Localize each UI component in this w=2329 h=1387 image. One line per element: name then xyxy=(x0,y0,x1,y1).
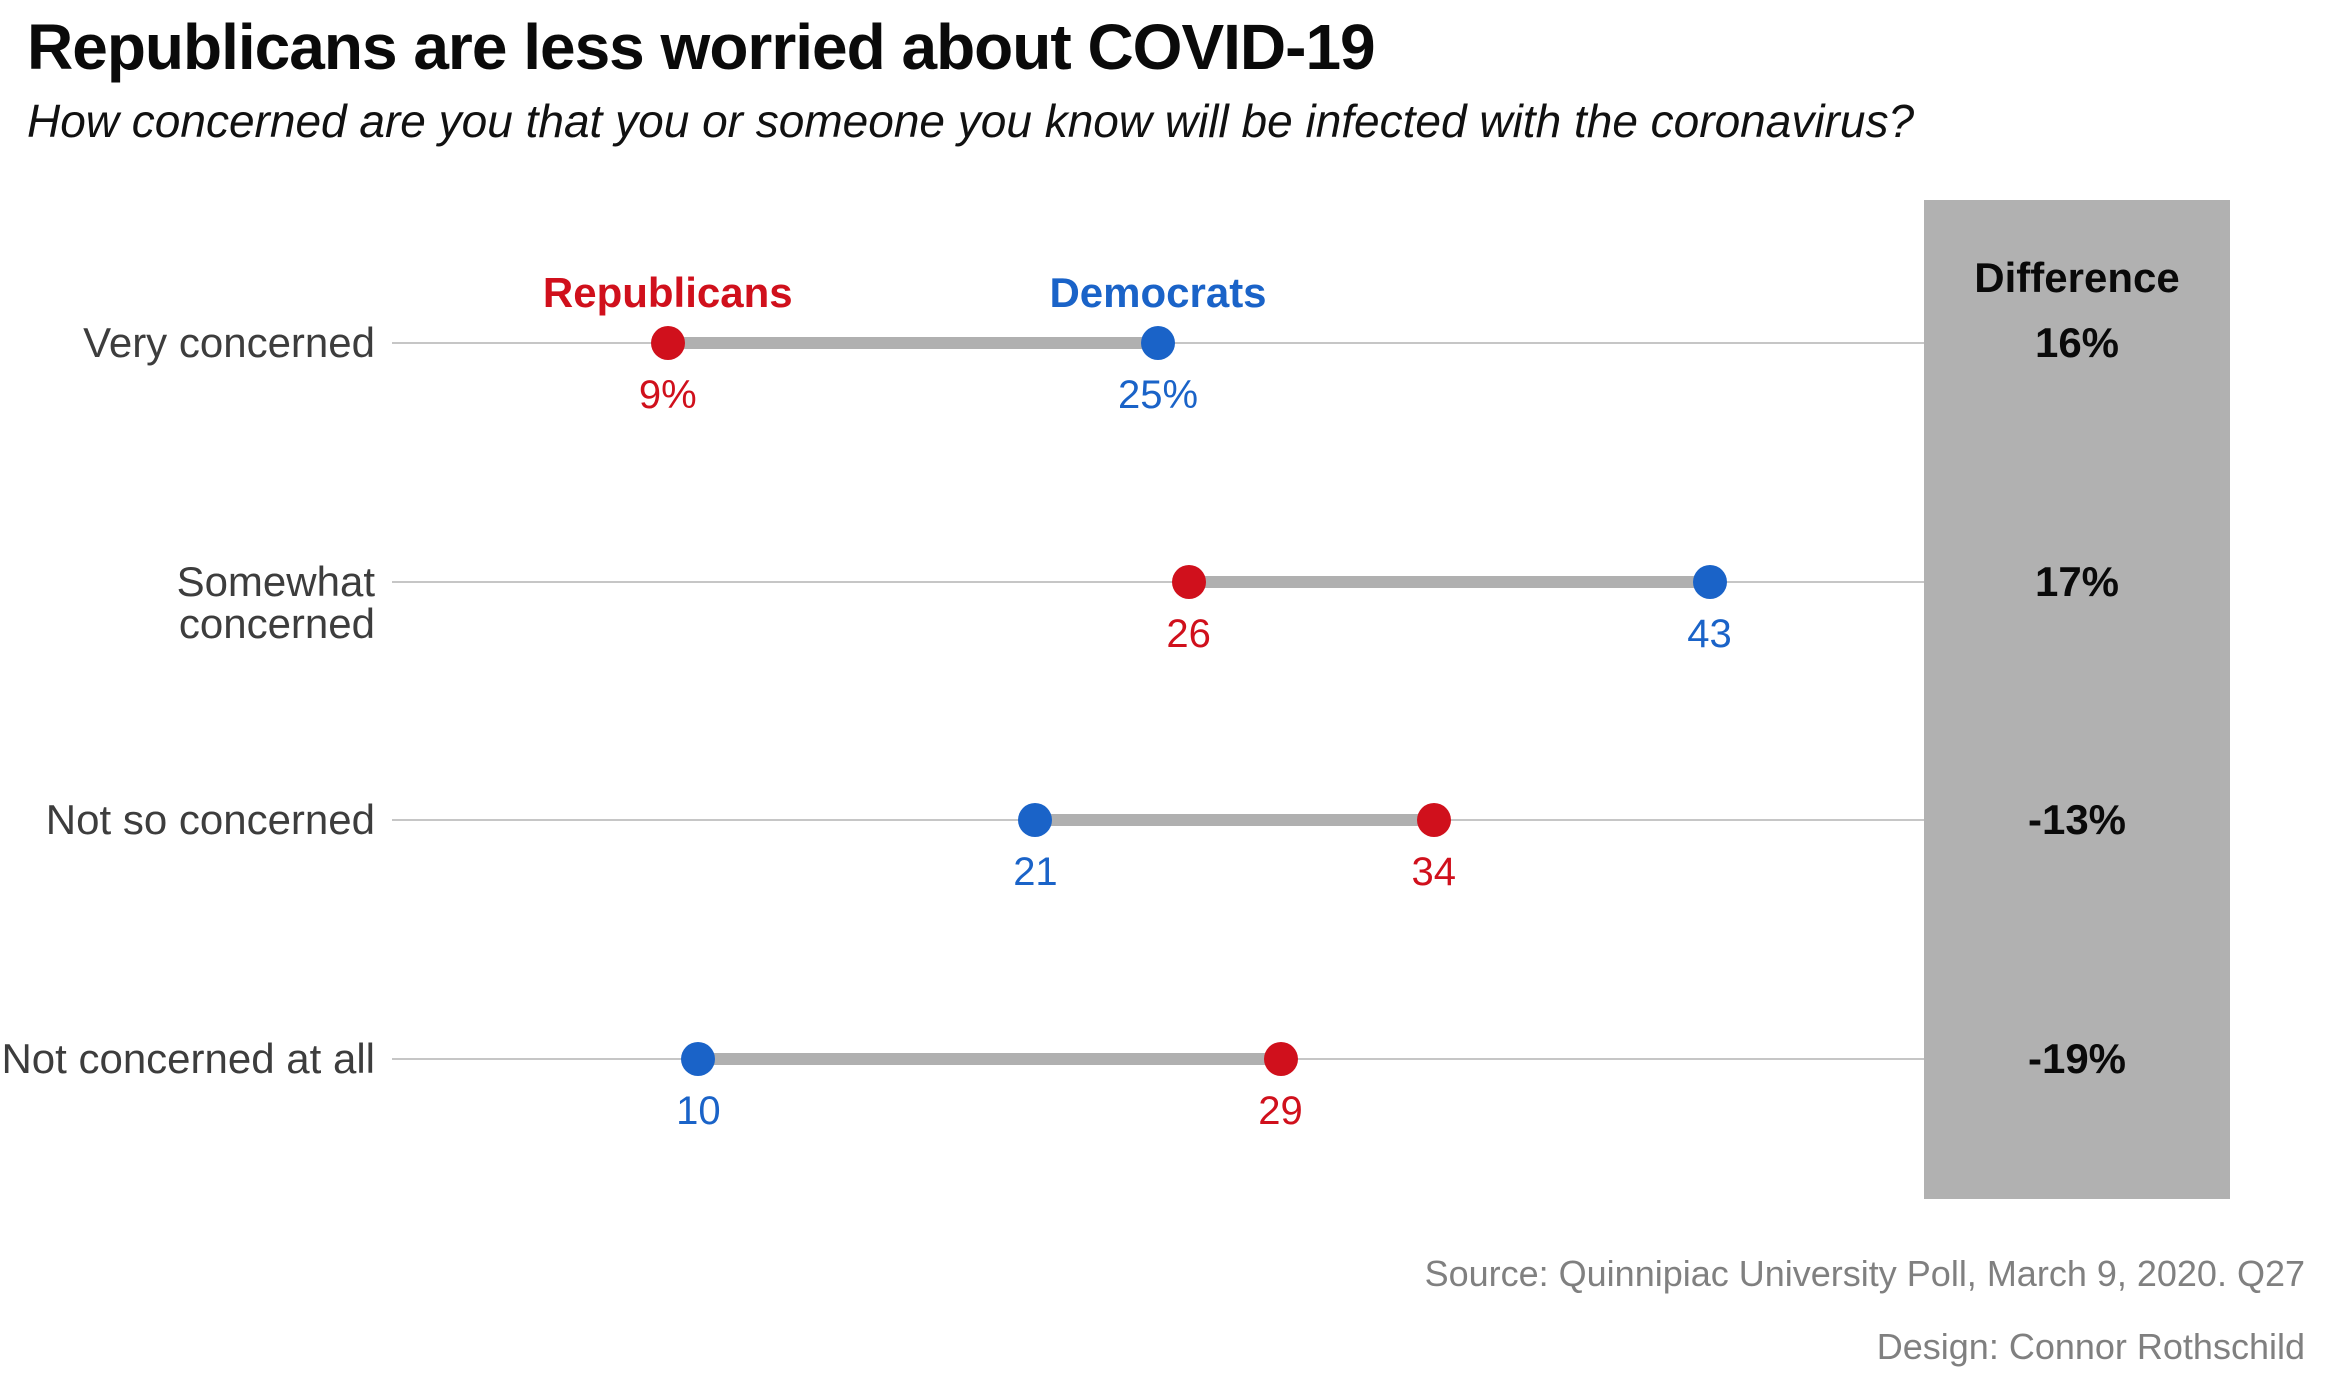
democrat-dot xyxy=(681,1042,716,1076)
chart-subtitle: How concerned are you that you or someon… xyxy=(27,95,1915,147)
democrat-dot xyxy=(1692,565,1727,599)
democrat-value: 43 xyxy=(1687,612,1732,656)
republican-value: 26 xyxy=(1166,612,1211,656)
connector-bar xyxy=(1035,814,1434,826)
republican-value: 29 xyxy=(1258,1089,1303,1133)
design-credit: Design: Connor Rothschild xyxy=(1876,1326,2305,1367)
connector-bar xyxy=(1188,576,1710,588)
legend-democrats: Democrats xyxy=(1049,269,1267,316)
difference-value: 16% xyxy=(2034,319,2120,366)
republican-value: 9% xyxy=(638,373,697,417)
category-label: Very concerned xyxy=(83,319,375,366)
difference-value: 17% xyxy=(2034,558,2120,605)
category-label: Somewhat concerned xyxy=(176,558,375,647)
republican-dot xyxy=(1263,1042,1298,1076)
category-label: Not so concerned xyxy=(45,796,375,843)
connector-bar xyxy=(698,1053,1281,1065)
difference-panel xyxy=(1924,200,2230,1199)
republican-dot xyxy=(1171,565,1206,599)
democrat-value: 21 xyxy=(1013,850,1058,894)
democrat-value: 25% xyxy=(1117,373,1199,417)
category-label: Not concerned at all xyxy=(1,1035,375,1082)
difference-header: Difference xyxy=(1974,254,2180,301)
democrat-value: 10 xyxy=(676,1089,721,1133)
connector-bar xyxy=(667,337,1158,349)
difference-value: -13% xyxy=(2027,796,2127,843)
source-note: Source: Quinnipiac University Poll, Marc… xyxy=(1424,1253,2305,1294)
republican-dot xyxy=(650,326,685,360)
democrat-dot xyxy=(1141,326,1175,360)
republican-value: 34 xyxy=(1411,850,1457,894)
democrat-dot xyxy=(1018,803,1053,837)
row-gridline xyxy=(392,581,1924,583)
chart-title: Republicans are less worried about COVID… xyxy=(27,11,1376,83)
legend-republicans: Republicans xyxy=(542,269,793,316)
difference-value: -19% xyxy=(2027,1035,2127,1082)
republican-dot xyxy=(1416,803,1451,837)
